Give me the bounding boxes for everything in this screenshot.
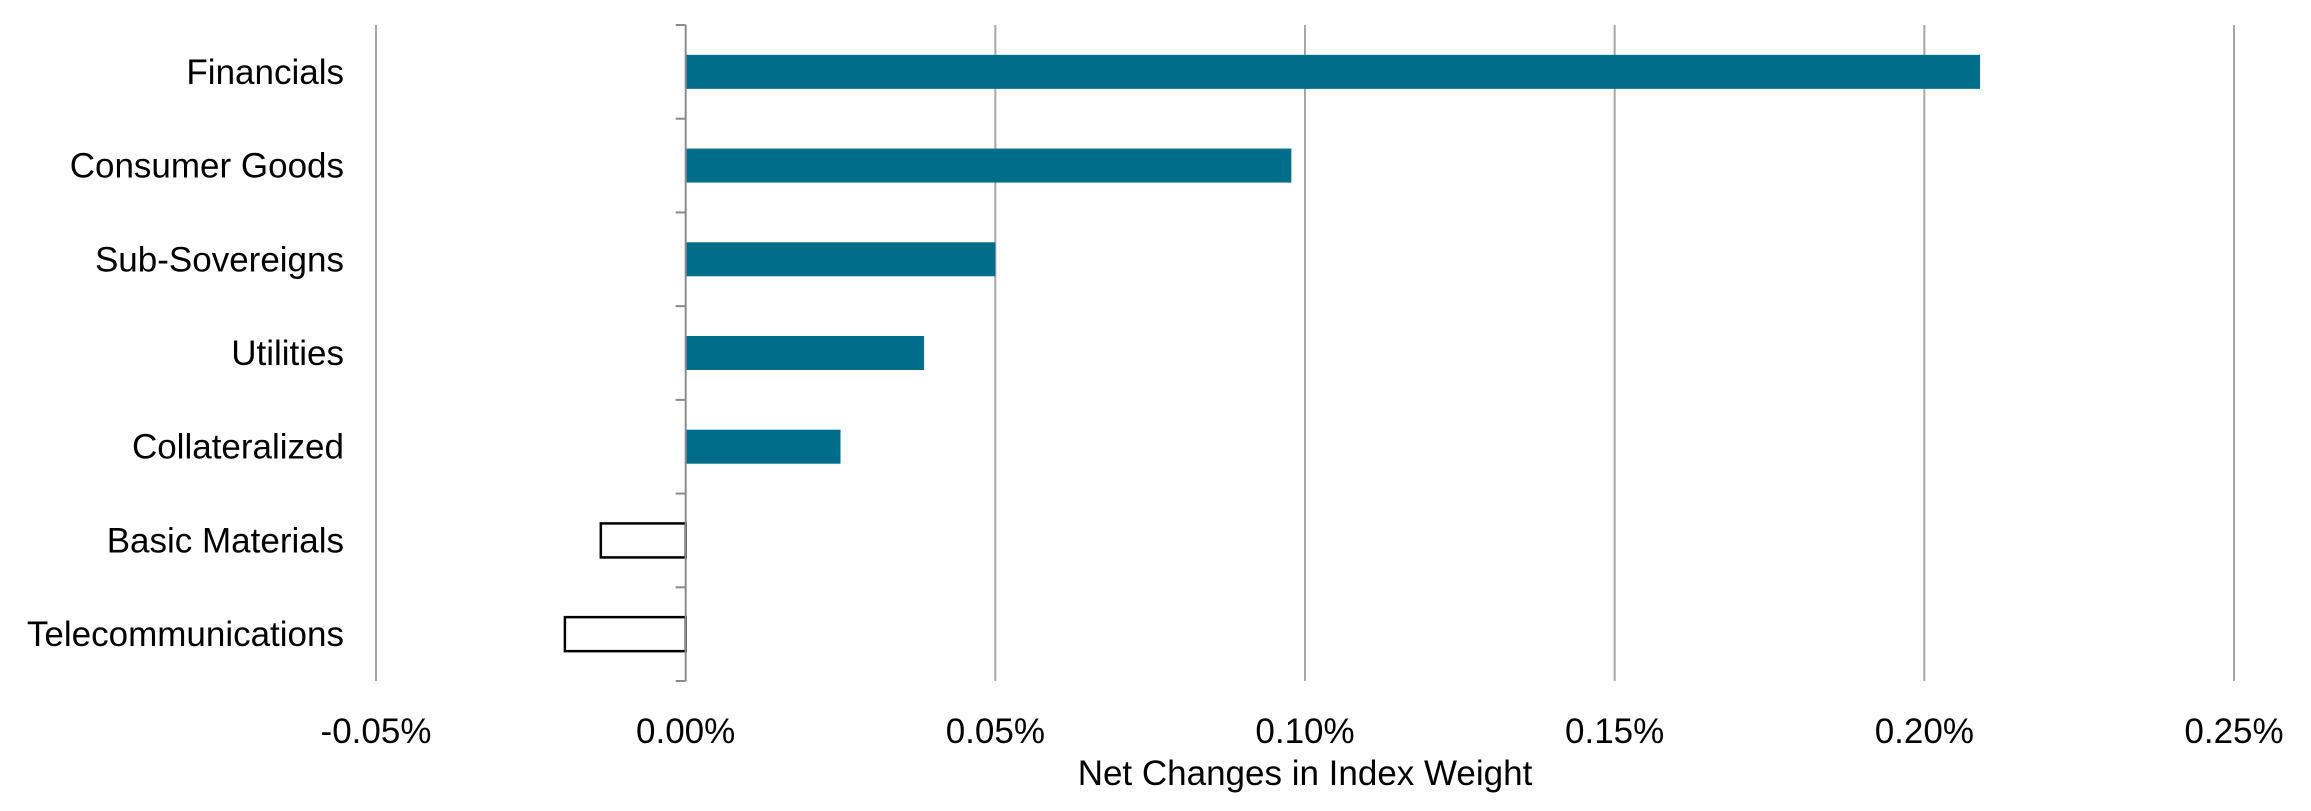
bar-financials xyxy=(685,54,1981,89)
category-labels: Financials Consumer Goods Sub-Sovereigns Ut… xyxy=(27,53,344,654)
category-label: Sub-Sovereigns xyxy=(95,240,344,279)
category-label: Utilities xyxy=(231,334,344,373)
x-tick-label: 0.25% xyxy=(2184,712,2283,751)
x-tick-label: 0.20% xyxy=(1875,712,1974,751)
category-label: Consumer Goods xyxy=(70,147,344,186)
bar-sub-sovereigns xyxy=(685,242,996,277)
gridlines xyxy=(375,25,2235,681)
x-tick-label: -0.05% xyxy=(321,712,432,751)
category-axis xyxy=(675,24,687,682)
category-label: Telecommunications xyxy=(27,615,344,654)
bar-consumer-goods xyxy=(685,148,1292,183)
x-tick-label: 0.05% xyxy=(946,712,1045,751)
x-tick-label: 0.00% xyxy=(636,712,735,751)
x-axis-title: Net Changes in Index Weight xyxy=(1078,754,1533,793)
category-label: Financials xyxy=(186,53,344,92)
bars xyxy=(563,54,1981,653)
x-tick-label: 0.15% xyxy=(1565,712,1664,751)
x-tick-label: 0.10% xyxy=(1255,712,1354,751)
x-tick-labels: -0.05% 0.00% 0.05% 0.10% 0.15% 0.20% 0.25% xyxy=(321,712,2284,751)
bar-basic-materials xyxy=(599,522,687,559)
category-label: Collateralized xyxy=(132,428,344,467)
category-label: Basic Materials xyxy=(107,521,344,560)
bar-telecommunications xyxy=(563,615,687,653)
bar-utilities xyxy=(685,336,925,370)
bar-collateralized xyxy=(685,429,841,464)
